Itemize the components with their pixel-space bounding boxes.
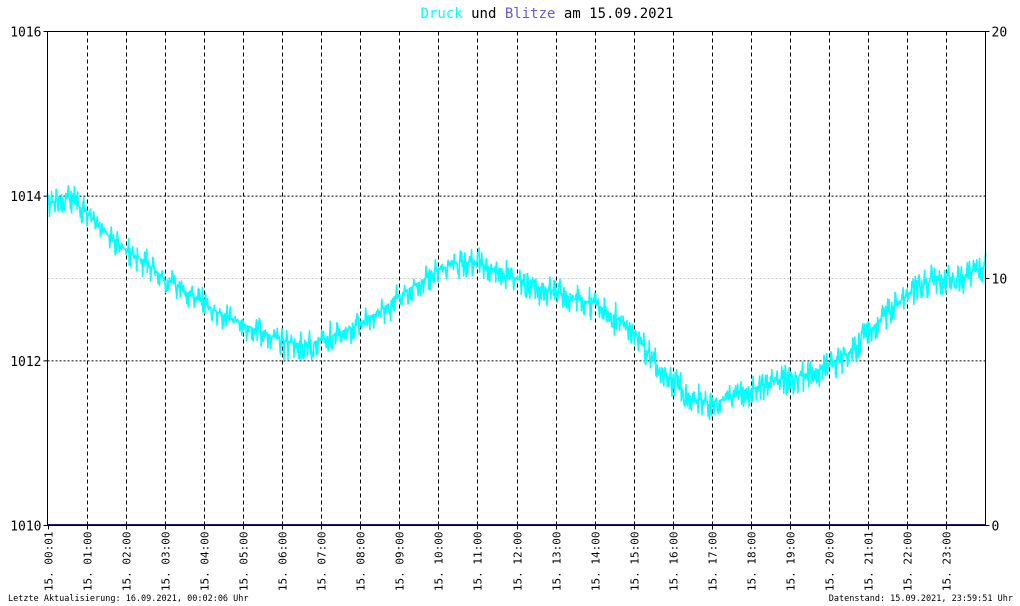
title-druck: Druck [421, 6, 464, 22]
xtick-label-17: 15. 17:00 [707, 532, 720, 592]
xtick-label-6: 15. 06:00 [277, 532, 290, 592]
y2tick-label-10: 10 [992, 273, 1008, 288]
xtick-label-12: 15. 12:00 [512, 532, 525, 592]
y2tick-label-20: 20 [992, 26, 1008, 41]
xtick-label-10: 15. 10:00 [433, 532, 446, 592]
axis-layer [47, 31, 986, 526]
xtick-label-3: 15. 03:00 [160, 532, 173, 592]
ytick-label-1010: 1010 [10, 520, 41, 535]
footer-last-update: Letzte Aktualisierung: 16.09.2021, 00:02… [8, 594, 249, 604]
xtick-label-11: 15. 11:00 [472, 532, 485, 592]
label-layer: 1016 1014 1012 1010 20 10 0 15. 00:01 15. 01:00 1… [10, 26, 1007, 592]
xtick-label-13: 15. 13:00 [551, 532, 564, 592]
ytick-label-1014: 1014 [10, 190, 41, 205]
xtick-label-2: 15. 02:00 [121, 532, 134, 592]
xtick-label-23: 15. 23:00 [941, 532, 954, 592]
xtick-label-1: 15. 01:00 [82, 532, 95, 592]
xtick-label-16: 15. 16:00 [668, 532, 681, 592]
xtick-label-8: 15. 08:00 [355, 532, 368, 592]
xtick-label-18: 15. 18:00 [746, 532, 759, 592]
ytick-label-1016: 1016 [10, 26, 41, 41]
xtick-label-5: 15. 05:00 [238, 532, 251, 592]
title-blitze: Blitze [505, 6, 556, 22]
footer-data-status: Datenstand: 15.09.2021, 23:59:51 Uhr [829, 594, 1013, 604]
y2tick-label-0: 0 [992, 520, 1000, 535]
series-layer [46, 185, 987, 526]
xtick-label-4: 15. 04:00 [199, 532, 212, 592]
xtick-label-9: 15. 09:00 [394, 532, 407, 592]
title-date: 15.09.2021 [589, 6, 673, 22]
title-am: am [564, 6, 581, 22]
xtick-label-15: 15. 15:00 [629, 532, 642, 592]
xtick-label-14: 15. 14:00 [590, 532, 603, 592]
chart-title: Druck und Blitze am 15.09.2021 [421, 6, 674, 22]
title-und: und [471, 6, 496, 22]
xtick-label-20: 15. 20:00 [824, 532, 837, 592]
xtick-label-19: 15. 19:00 [785, 532, 798, 592]
xtick-label-22: 15. 22:00 [902, 532, 915, 592]
series-line-druck [46, 185, 987, 421]
grid-layer [43, 31, 990, 530]
xtick-label-0: 15. 00:01 [43, 532, 56, 592]
xtick-label-7: 15. 07:00 [316, 532, 329, 592]
ytick-label-1012: 1012 [10, 355, 41, 370]
xtick-label-21: 15. 21:01 [863, 532, 876, 592]
